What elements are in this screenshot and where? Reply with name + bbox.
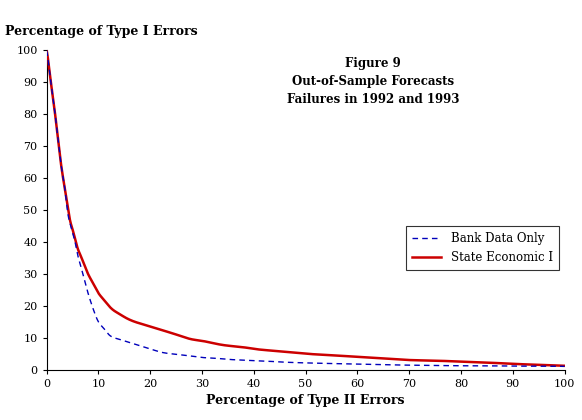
Bank Data Only [43,48,50,53]
State Economic I [451,359,458,364]
Legend: Bank Data Only, State Economic I: Bank Data Only, State Economic I [406,226,559,270]
Bank Data Only [451,363,458,368]
Text: Figure 9
Out-of-Sample Forecasts
Failures in 1992 and 1993: Figure 9 Out-of-Sample Forecasts Failure… [287,57,459,106]
State Economic I [546,362,553,368]
State Economic I [281,349,288,354]
X-axis label: Percentage of Type II Errors: Percentage of Type II Errors [206,394,405,407]
Bank Data Only [546,364,553,369]
State Economic I [561,363,568,368]
Bank Data Only [281,360,288,365]
Bank Data Only [561,364,568,369]
Bank Data Only [69,232,76,237]
Line: Bank Data Only: Bank Data Only [47,50,565,366]
State Economic I [69,228,76,234]
State Economic I [43,48,50,53]
Bank Data Only [295,360,302,365]
Bank Data Only [546,364,553,369]
Line: State Economic I: State Economic I [47,50,565,366]
State Economic I [546,362,553,368]
Text: Percentage of Type I Errors: Percentage of Type I Errors [5,25,198,38]
State Economic I [295,350,302,355]
